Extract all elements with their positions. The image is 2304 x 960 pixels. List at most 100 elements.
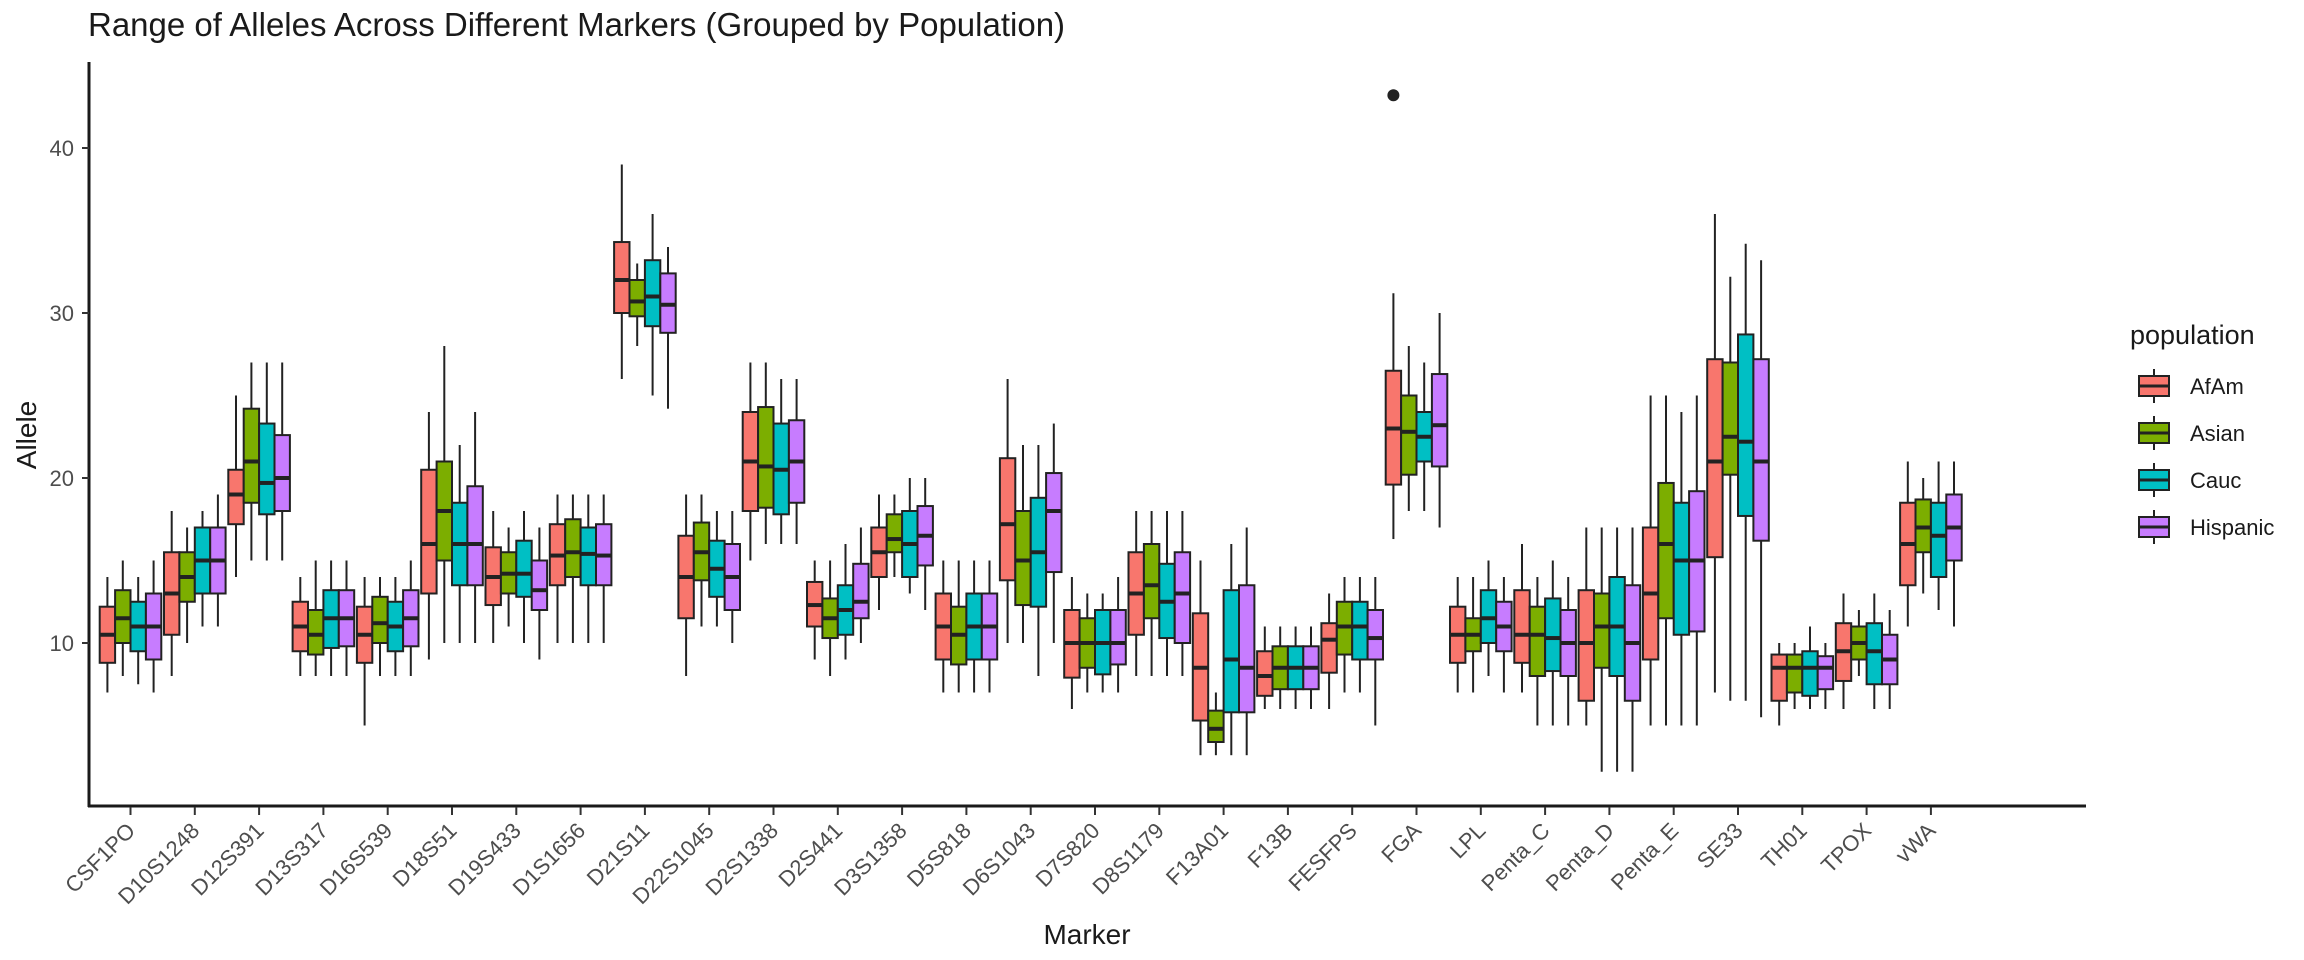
box-D7S820-Hispanic	[1109, 577, 1127, 693]
box-iqr	[307, 609, 325, 656]
box-TPOX-Hispanic	[1881, 610, 1899, 709]
box-D13S317-Hispanic	[337, 560, 356, 676]
box-D21S11-AfAm	[613, 164, 631, 379]
box-D18S51-Cauc	[451, 445, 469, 643]
box-D7S820-AfAm	[1063, 577, 1081, 709]
box-D2S441-AfAm	[806, 560, 824, 660]
box-F13B-AfAm	[1256, 626, 1274, 709]
box-Penta_E-Cauc	[1672, 412, 1691, 726]
x-tick-label: TH01	[1756, 818, 1812, 874]
box-iqr	[258, 422, 276, 516]
box-FGA-AfAm	[1384, 293, 1403, 540]
box-D8S1179-AfAm	[1127, 511, 1145, 676]
box-D13S317-Cauc	[322, 560, 340, 676]
box-D21S11-Cauc	[643, 214, 662, 396]
legend-title: population	[2130, 320, 2255, 350]
legend-key-Hispanic	[2138, 510, 2170, 544]
box-Penta_E-AfAm	[1641, 395, 1660, 726]
box-iqr	[628, 279, 646, 318]
box-D2S1338-AfAm	[741, 362, 760, 561]
box-iqr	[466, 485, 484, 587]
box-D2S1338-Asian	[757, 362, 775, 544]
box-iqr	[227, 468, 245, 526]
plot-marks	[98, 89, 1963, 772]
box-D12S391-Asian	[242, 362, 261, 561]
box-D21S11-Asian	[628, 263, 646, 346]
box-iqr	[1706, 358, 1724, 559]
box-iqr	[273, 434, 291, 513]
box-iqr	[1256, 650, 1274, 697]
box-F13A01-Hispanic	[1238, 527, 1256, 756]
box-D18S51-Hispanic	[466, 412, 484, 643]
box-Penta_D-Asian	[1593, 527, 1611, 772]
x-tick-label: vWA	[1890, 818, 1940, 868]
box-iqr	[1045, 472, 1063, 574]
outlier-point	[1387, 89, 1400, 102]
box-iqr	[1657, 481, 1675, 620]
box-D3S1358-Cauc	[901, 478, 919, 594]
box-iqr	[1109, 609, 1127, 666]
box-Penta_C-Cauc	[1544, 560, 1562, 726]
box-vWA-Hispanic	[1945, 461, 1963, 627]
box-D16S539-AfAm	[355, 577, 374, 726]
box-iqr	[998, 457, 1017, 582]
box-D6S1043-Asian	[1014, 445, 1032, 643]
box-D2S1338-Cauc	[772, 379, 790, 544]
box-F13A01-Asian	[1207, 692, 1225, 756]
box-TH01-Cauc	[1801, 626, 1819, 709]
box-TH01-Hispanic	[1816, 643, 1835, 709]
box-D22S1045-AfAm	[677, 494, 695, 676]
box-CSF1PO-Asian	[114, 560, 132, 676]
legend-label-Asian: Asian	[2190, 421, 2245, 446]
box-D8S1179-Hispanic	[1173, 511, 1192, 676]
box-iqr	[1801, 650, 1819, 697]
box-iqr	[515, 539, 533, 598]
y-axis-ticks: 10 20 30 40	[50, 136, 89, 656]
box-D10S1248-Cauc	[193, 511, 212, 627]
x-axis-ticks: CSF1POD10S1248D12S391D13S317D16S539D18S5…	[60, 807, 1941, 909]
box-iqr	[1238, 584, 1256, 714]
legend-key-Cauc	[2138, 463, 2170, 497]
x-tick-label: FGA	[1376, 818, 1426, 868]
box-vWA-AfAm	[1899, 461, 1917, 627]
box-D19S433-Cauc	[515, 511, 533, 643]
legend-label-AfAm: AfAm	[2190, 374, 2244, 399]
box-D22S1045-Asian	[692, 494, 711, 627]
box-D13S317-Asian	[307, 560, 325, 676]
x-tick-label: D8S1179	[1087, 818, 1168, 899]
box-SE33-Asian	[1721, 276, 1739, 701]
box-iqr	[1513, 589, 1531, 664]
box-iqr	[1593, 592, 1611, 669]
box-FESFPS-Cauc	[1351, 577, 1369, 693]
box-Penta_D-Cauc	[1608, 527, 1626, 772]
box-iqr	[1865, 622, 1883, 686]
box-Penta_C-Asian	[1528, 577, 1547, 726]
box-FESFPS-Hispanic	[1366, 577, 1384, 726]
box-CSF1PO-AfAm	[98, 577, 117, 693]
box-D5S818-Hispanic	[980, 560, 999, 693]
box-D18S51-AfAm	[420, 412, 438, 660]
box-iqr	[1672, 501, 1691, 636]
box-iqr	[1544, 597, 1562, 673]
box-D3S1358-AfAm	[870, 494, 888, 610]
box-D12S391-Hispanic	[273, 362, 291, 561]
box-D12S391-AfAm	[227, 395, 245, 577]
x-axis-title: Marker	[1043, 919, 1130, 950]
x-tick-label: SE33	[1692, 818, 1748, 874]
box-TPOX-Asian	[1850, 610, 1868, 676]
box-iqr	[1528, 605, 1547, 678]
x-tick-label: F13B	[1243, 818, 1298, 873]
box-D10S1248-AfAm	[163, 511, 181, 676]
box-vWA-Cauc	[1929, 461, 1948, 610]
x-tick-label: Penta_C	[1476, 818, 1554, 896]
legend-label-Hispanic: Hispanic	[2190, 515, 2274, 540]
box-TPOX-AfAm	[1834, 593, 1853, 709]
x-tick-label: TPOX	[1816, 818, 1876, 878]
box-iqr	[1737, 333, 1755, 517]
box-D7S820-Cauc	[1094, 593, 1112, 693]
box-Penta_D-Hispanic	[1623, 527, 1642, 772]
box-D2S441-Asian	[821, 560, 839, 676]
box-D5S818-Asian	[950, 560, 968, 693]
box-D16S539-Asian	[371, 577, 389, 676]
